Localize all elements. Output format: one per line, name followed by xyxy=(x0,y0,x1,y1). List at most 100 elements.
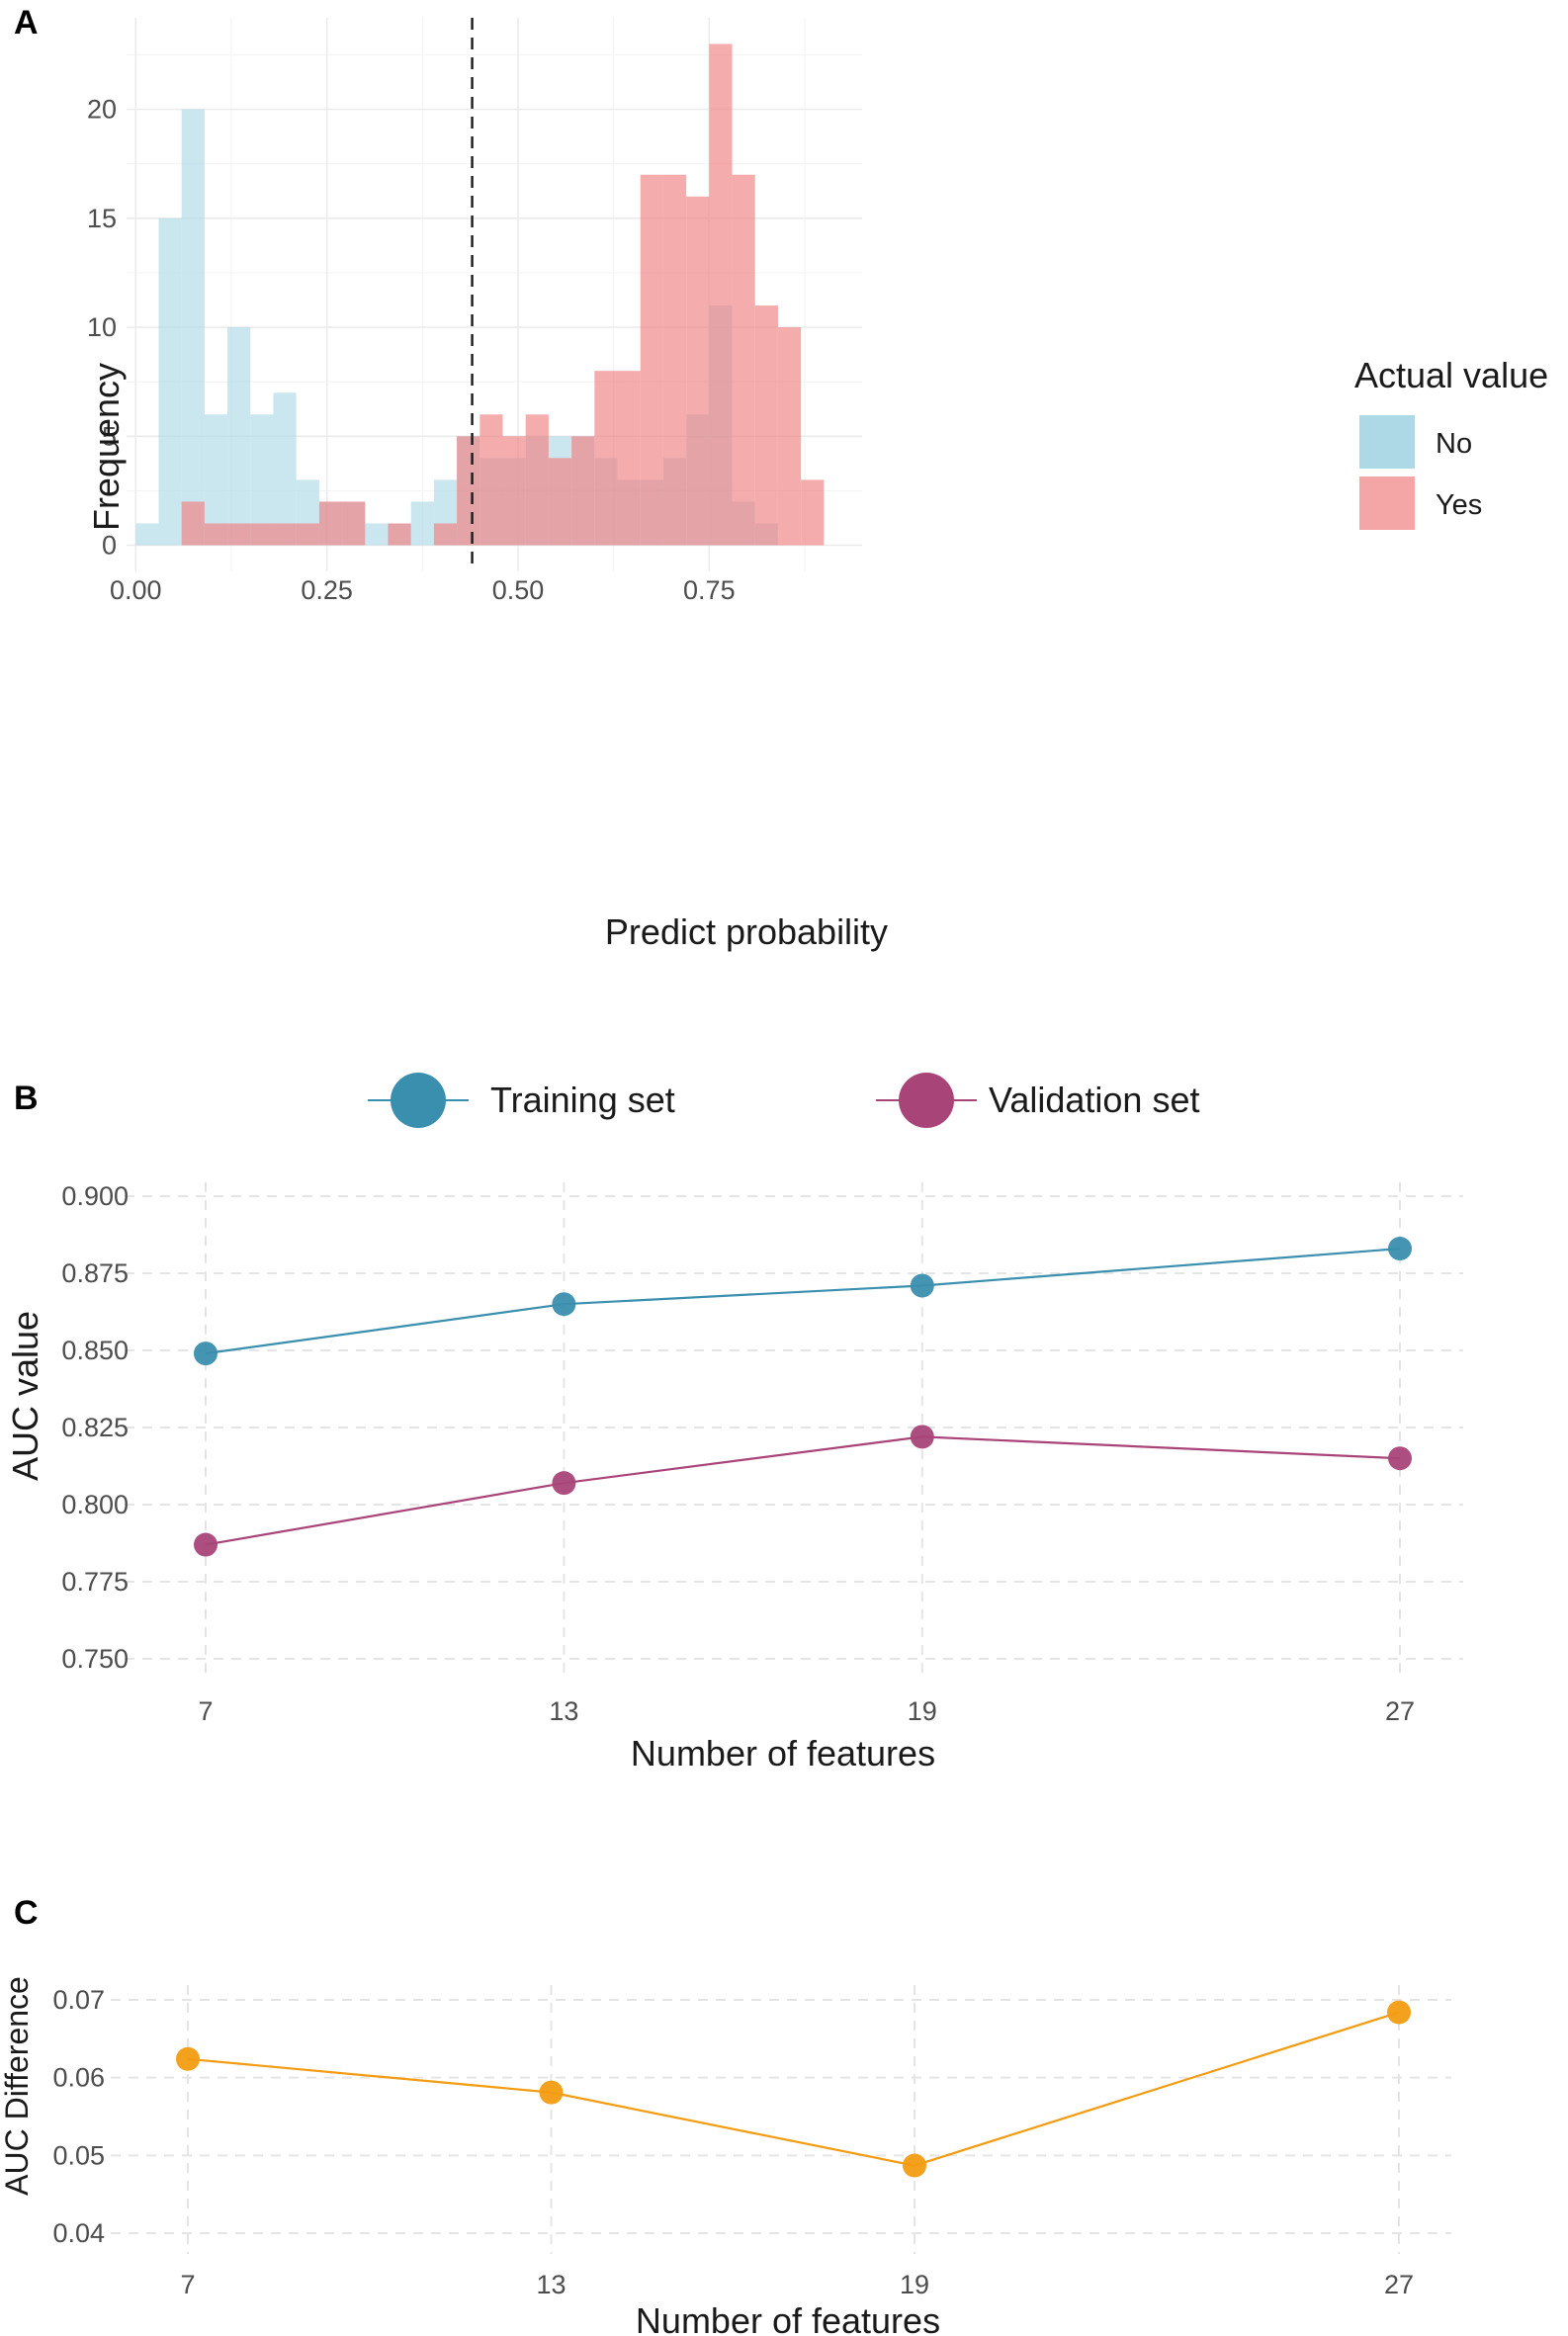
histogram-bar-yes xyxy=(617,371,641,546)
x-tick-label: 27 xyxy=(1385,1696,1415,1726)
legend-validation-label: Validation set xyxy=(989,1080,1199,1120)
legend-training-label: Training set xyxy=(490,1080,675,1120)
y-tick-label: 0.04 xyxy=(52,2218,105,2248)
legend-swatch-no xyxy=(1359,415,1415,469)
histogram-bar-yes xyxy=(777,327,802,546)
histogram-bar-yes xyxy=(686,196,710,546)
series-line-validation-set xyxy=(205,1435,1401,1546)
data-point-validation-set xyxy=(552,1471,576,1496)
legend-validation-marker xyxy=(899,1073,954,1128)
histogram-bar-no xyxy=(204,414,228,546)
y-tick-label: 0.825 xyxy=(61,1413,129,1442)
histogram-bar-yes xyxy=(457,436,480,546)
panel-a-y-axis-title: Frequency xyxy=(86,363,127,531)
histogram-bar-no xyxy=(365,523,389,546)
legend-training-marker xyxy=(391,1073,446,1128)
y-tick-label: 0.850 xyxy=(61,1336,129,1365)
histogram-bar-yes xyxy=(801,479,825,546)
data-point-validation-set xyxy=(910,1425,934,1449)
y-tick-label: 0.750 xyxy=(61,1644,129,1674)
y-tick-label: 10 xyxy=(87,312,117,342)
y-tick-label: 0.07 xyxy=(52,1985,105,2015)
y-tick-label: 0.06 xyxy=(52,2063,105,2093)
data-point-auc-difference xyxy=(176,2046,200,2071)
y-tick-label: 0.800 xyxy=(61,1490,129,1519)
panel-a-x-ticks: 0.00 0.25 0.50 0.75 xyxy=(110,575,736,605)
legend-label-yes: Yes xyxy=(1436,489,1482,521)
panel-a-y-ticks: 0 5 10 15 20 xyxy=(87,95,117,561)
x-tick-label: 13 xyxy=(549,1696,578,1726)
x-tick-label: 7 xyxy=(198,1696,213,1726)
panel-c-y-axis-title: AUC Difference xyxy=(0,1976,35,2196)
panel-c-series-lines xyxy=(187,2011,1400,2167)
histogram-bar-yes xyxy=(662,174,687,546)
panel-b: B Training set Validation set 7 13 19 27 0.… xyxy=(5,1073,1463,1774)
histogram-bar-yes xyxy=(548,458,572,546)
data-point-training-set xyxy=(910,1273,934,1298)
panel-b-series-lines xyxy=(205,1247,1401,1546)
histogram-bar-yes xyxy=(732,174,755,546)
panel-a-legend: Actual value No Yes xyxy=(1354,355,1548,530)
y-tick-label: 15 xyxy=(87,204,117,233)
data-point-validation-set xyxy=(1388,1446,1412,1471)
histogram-bar-yes xyxy=(754,305,778,546)
histogram-bar-yes xyxy=(296,523,319,546)
legend-label-no: No xyxy=(1436,428,1472,460)
x-tick-label: 0.50 xyxy=(492,575,545,605)
panel-c-gridlines xyxy=(111,1985,1451,2254)
x-tick-label: 7 xyxy=(180,2270,195,2299)
data-point-auc-difference xyxy=(1387,2000,1411,2025)
series-line-training-set xyxy=(205,1247,1401,1355)
panel-b-y-axis-title: AUC value xyxy=(5,1311,45,1481)
histogram-bar-yes xyxy=(227,523,251,546)
histogram-bar-no xyxy=(410,501,434,546)
histogram-bar-no xyxy=(227,327,251,546)
x-tick-label: 19 xyxy=(900,2270,929,2299)
panel-c-y-ticks: 0.04 0.05 0.06 0.07 xyxy=(52,1985,105,2248)
histogram-bar-yes xyxy=(181,501,205,546)
x-tick-label: 27 xyxy=(1384,2270,1414,2299)
data-point-training-set xyxy=(552,1292,576,1317)
histogram-bar-yes xyxy=(571,436,595,546)
panel-b-x-axis-title: Number of features xyxy=(631,1733,935,1774)
panel-a-label: A xyxy=(14,4,39,42)
x-tick-label: 19 xyxy=(908,1696,937,1726)
histogram-bar-yes xyxy=(640,174,663,546)
panel-c-points xyxy=(176,2000,1411,2178)
histogram-bar-no xyxy=(135,523,159,546)
histogram-bar-no xyxy=(250,414,274,546)
histogram-bar-yes xyxy=(433,523,458,546)
panel-c: C 7 13 19 27 0.04 0.05 0.06 0.07 Number of fea… xyxy=(0,1894,1451,2336)
legend-title: Actual value xyxy=(1354,355,1548,395)
panel-b-legend: Training set Validation set xyxy=(368,1073,1199,1128)
y-tick-label: 5 xyxy=(102,421,117,451)
data-point-auc-difference xyxy=(903,2153,926,2178)
x-tick-label: 13 xyxy=(536,2270,566,2299)
data-point-training-set xyxy=(1388,1237,1412,1261)
y-tick-label: 0.875 xyxy=(61,1258,129,1288)
histogram-bar-yes xyxy=(525,414,549,546)
x-tick-label: 0.75 xyxy=(683,575,736,605)
panel-b-x-ticks: 7 13 19 27 xyxy=(198,1696,1415,1726)
histogram-bar-yes xyxy=(479,414,503,546)
y-tick-label: 0 xyxy=(102,531,117,561)
panel-c-label: C xyxy=(14,1894,39,1932)
legend-swatch-yes xyxy=(1359,476,1415,530)
histogram-bar-yes xyxy=(250,523,274,546)
panel-b-points xyxy=(194,1237,1412,1557)
histogram-bar-yes xyxy=(709,43,733,546)
histogram-bar-yes xyxy=(318,501,343,546)
histogram-bar-yes xyxy=(342,501,366,546)
histogram-bar-no xyxy=(273,392,297,546)
panel-b-y-ticks: 0.750 0.775 0.800 0.825 0.850 0.875 0.900 xyxy=(61,1181,129,1674)
y-tick-label: 0.775 xyxy=(61,1567,129,1597)
series-line-auc-difference xyxy=(187,2011,1400,2167)
histogram-bar-yes xyxy=(204,523,228,546)
histogram-bar-yes xyxy=(388,523,411,546)
panel-a-bars xyxy=(135,43,825,546)
panel-b-label: B xyxy=(14,1080,39,1117)
histogram-bar-yes xyxy=(273,523,297,546)
y-tick-label: 20 xyxy=(87,95,117,125)
panel-c-x-axis-title: Number of features xyxy=(636,2300,940,2336)
y-tick-label: 0.05 xyxy=(52,2140,105,2170)
